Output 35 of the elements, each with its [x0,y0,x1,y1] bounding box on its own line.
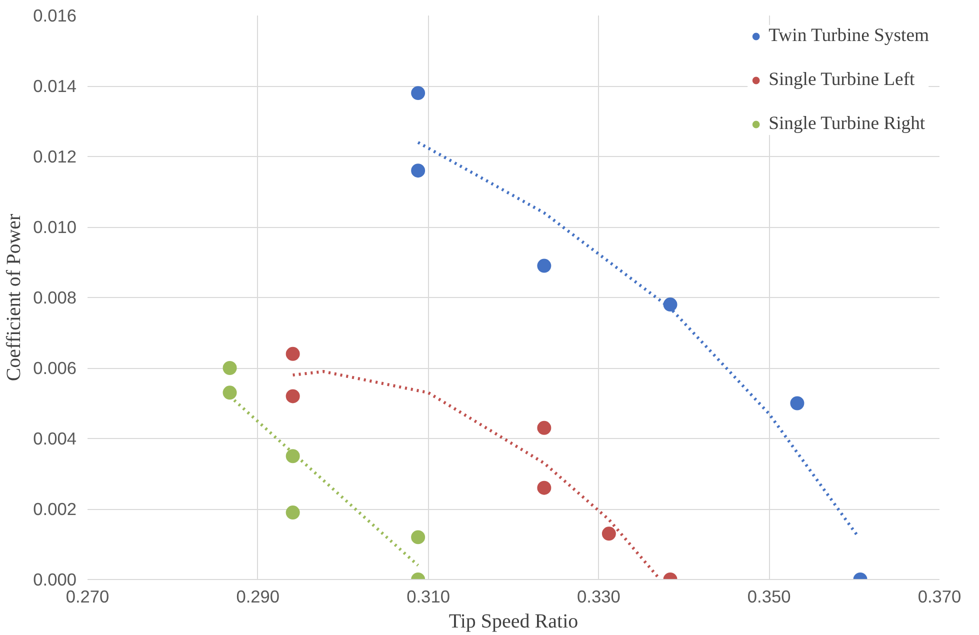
legend-label: Single Turbine Left [768,69,915,91]
x-tick-label: 0.330 [577,586,620,606]
point [222,386,237,400]
x-tick-label: 0.310 [406,586,450,606]
point [286,506,300,520]
x-axis-title: Tip Speed Ratio [448,610,578,632]
y-tick-label: 0.014 [33,76,77,96]
point [537,420,552,435]
y-axis-title: Coefficient of Power [3,213,26,382]
point [602,526,616,541]
point [790,396,804,410]
point [663,298,678,312]
y-tick-label: 0.004 [33,428,77,448]
point [537,480,552,495]
point [537,258,552,273]
y-tick-label: 0.008 [33,288,77,308]
point [411,530,426,544]
point [222,361,237,375]
point [286,449,300,464]
point [411,164,426,178]
y-tick-label: 0.016 [33,6,77,26]
x-tick-label: 0.290 [236,586,280,606]
y-tick-label: 0.010 [33,217,77,237]
legend-label: Twin Turbine System [768,25,929,47]
y-tick-label: 0.000 [33,570,77,590]
point [286,346,300,361]
point [411,86,426,100]
x-tick-label: 0.350 [747,586,791,606]
y-tick-label: 0.002 [33,499,77,519]
point [286,389,300,404]
y-tick-label: 0.006 [33,358,77,378]
x-tick-label: 0.270 [66,586,110,606]
y-tick-label: 0.012 [33,146,77,166]
x-tick-label: 0.370 [918,586,962,606]
legend-label: Single Turbine Right [768,113,926,135]
